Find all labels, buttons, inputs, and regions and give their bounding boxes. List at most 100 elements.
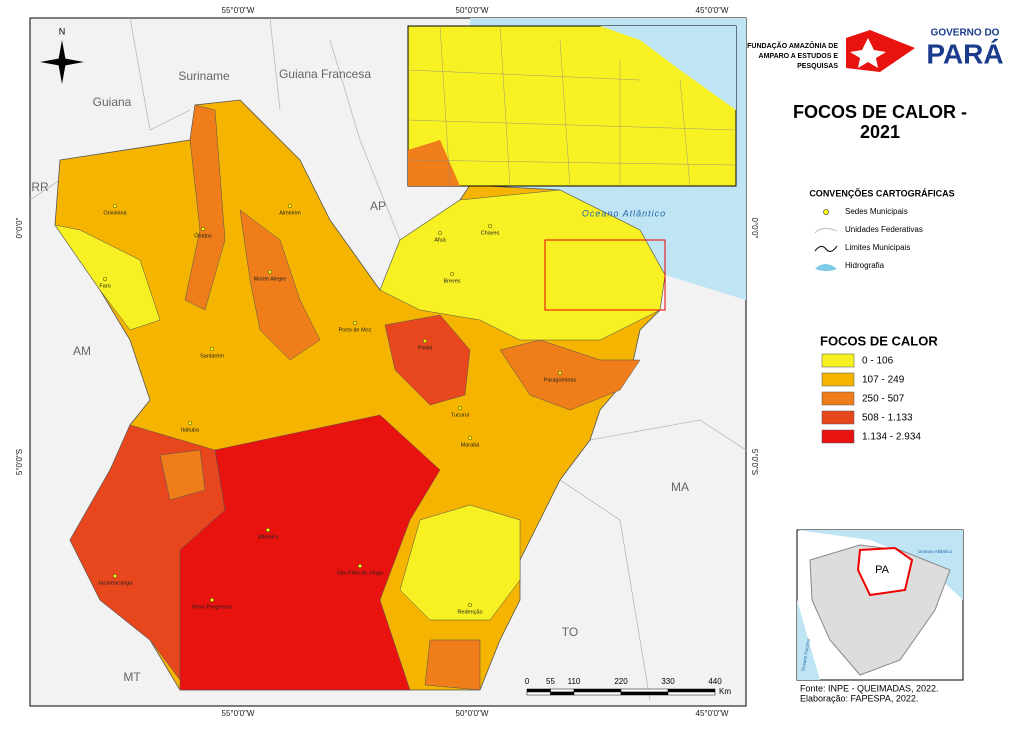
- legend-label: 508 - 1.133: [862, 413, 913, 424]
- inset-region: [408, 140, 460, 186]
- municipal-seat: [457, 405, 463, 411]
- scale-segment: [526, 688, 551, 693]
- region-itaituba: [159, 449, 206, 501]
- org-line: FUNDAÇÃO AMAZÔNIA DE: [747, 41, 838, 50]
- region-portel: [384, 314, 471, 406]
- municipality-label: Redenção: [457, 609, 482, 615]
- region-southeast: [399, 504, 521, 621]
- legend-label: 0 - 106: [862, 356, 894, 367]
- scale-label: 220: [614, 677, 628, 686]
- region-altamira: [179, 414, 441, 691]
- legend-swatch: [821, 372, 855, 387]
- legend: 0 - 106 107 - 249 250 - 507 508 - 1.133 1.13…: [821, 353, 921, 444]
- scale-segment: [550, 691, 575, 696]
- coord-label: 0°0'0": [15, 217, 24, 238]
- scale-segment: [550, 688, 575, 693]
- municipal-seat: [557, 370, 563, 376]
- locator-pacific: [797, 600, 820, 680]
- municipality-label: Monte Alegre: [254, 276, 286, 282]
- scale-label: 330: [661, 677, 675, 686]
- locator-pacific-label: Oceano Pacífico: [800, 638, 811, 672]
- neighbor-label: MT: [123, 670, 141, 684]
- municipality-label: Afuá: [434, 237, 446, 243]
- convention-label: Limites Municipais: [845, 243, 910, 252]
- legend-title: FOCOS DE CALOR: [820, 333, 938, 348]
- locator-land: [809, 544, 951, 676]
- region-faro: [54, 224, 161, 331]
- convention-label: Sedes Municipais: [845, 207, 908, 216]
- coord-label: 45°0'0"W: [696, 709, 729, 718]
- legend-label: 107 - 249: [862, 375, 905, 386]
- coord-label: 5°0'0"S: [15, 449, 24, 475]
- neighbor-label: TO: [562, 625, 578, 639]
- municipality-label: Paragominas: [544, 377, 577, 383]
- municipality-label: Altamira: [258, 534, 279, 540]
- neighbor-label: Guiana Francesa: [279, 67, 371, 81]
- municipality-label: Portel: [418, 345, 432, 351]
- municipal-seat: [102, 276, 108, 282]
- title: 2021: [860, 122, 900, 142]
- region-obidos: [184, 104, 226, 311]
- scale-segment: [620, 688, 669, 693]
- municipal-seat: [422, 338, 428, 344]
- municipal-seat: [112, 203, 118, 209]
- neighbor-label: Guiana: [93, 95, 132, 109]
- municipal-seat: [209, 597, 215, 603]
- convention-symbol: [814, 245, 838, 252]
- convention-symbol: [823, 209, 829, 215]
- org-line: AMPARO A ESTUDOS E: [759, 53, 839, 60]
- municipal-seat: [265, 527, 271, 533]
- neighbor-boundaries: [29, 17, 747, 701]
- coord-label: 0°0'0": [750, 218, 759, 239]
- conventions: Sedes Municipais Unidades Federativas Limi…: [814, 207, 923, 271]
- municipality-label: Oriximiná: [103, 210, 127, 216]
- logo-star: [850, 38, 886, 68]
- municipal-seat: [467, 602, 473, 608]
- legend-label: 250 - 507: [862, 394, 905, 405]
- region-paragominas: [499, 339, 641, 411]
- coord-label: 45°0'0"W: [696, 6, 729, 15]
- coord-label: 50°0'0"W: [456, 709, 489, 718]
- scale-segment: [573, 688, 622, 693]
- legend-swatch: [821, 353, 855, 368]
- municipality-label: Chaves: [481, 230, 500, 236]
- municipality-label: Óbidos: [194, 232, 212, 239]
- municipal-seat: [200, 226, 206, 232]
- scale-label: 55: [546, 677, 555, 686]
- scale-segment: [526, 691, 551, 696]
- locator-ocean-label: Oceano Atlântico: [918, 549, 953, 554]
- legend-swatch: [821, 429, 855, 444]
- municipal-seat: [437, 230, 443, 236]
- org-line: PESQUISAS: [797, 63, 838, 70]
- credit: Elaboração: FAPESPA, 2022.: [800, 693, 918, 703]
- neighbor-label: AP: [370, 199, 386, 213]
- scale-label: 110: [568, 677, 581, 686]
- legend-swatch: [821, 410, 855, 425]
- municipal-seat: [467, 435, 473, 441]
- municipal-seat: [352, 320, 358, 326]
- municipal-seat: [449, 271, 455, 277]
- locator-ocean: [797, 530, 963, 600]
- conventions-title: CONVENÇÕES CARTOGRÁFICAS: [809, 188, 954, 198]
- inset-ocean: [600, 26, 736, 110]
- gov-name: PARÁ: [926, 38, 1003, 69]
- municipality-label: São Félix do Xingu: [337, 570, 383, 576]
- coord-label: 55°0'0"W: [222, 6, 255, 15]
- municipality-label: Breves: [443, 278, 460, 284]
- coord-label: 50°0'0"W: [456, 6, 489, 15]
- municipality-label: Porto de Moz: [339, 327, 372, 333]
- municipality-label: Santarém: [200, 353, 224, 359]
- scale-segment: [667, 688, 716, 693]
- scale-label: 440: [708, 677, 722, 686]
- locator-label: PA: [875, 564, 890, 576]
- source: Fonte: INPE - QUEIMADAS, 2022.: [800, 683, 939, 693]
- municipality-label: Itaituba: [181, 427, 200, 433]
- north-arrow: N: [40, 26, 84, 84]
- coord-label: 5°0'0"S: [750, 449, 759, 475]
- scale-unit: Km: [719, 687, 731, 696]
- gov-line: GOVERNO DO: [931, 28, 1000, 39]
- municipality-label: Novo Progresso: [192, 604, 231, 610]
- municipality-label: Faro: [99, 283, 110, 289]
